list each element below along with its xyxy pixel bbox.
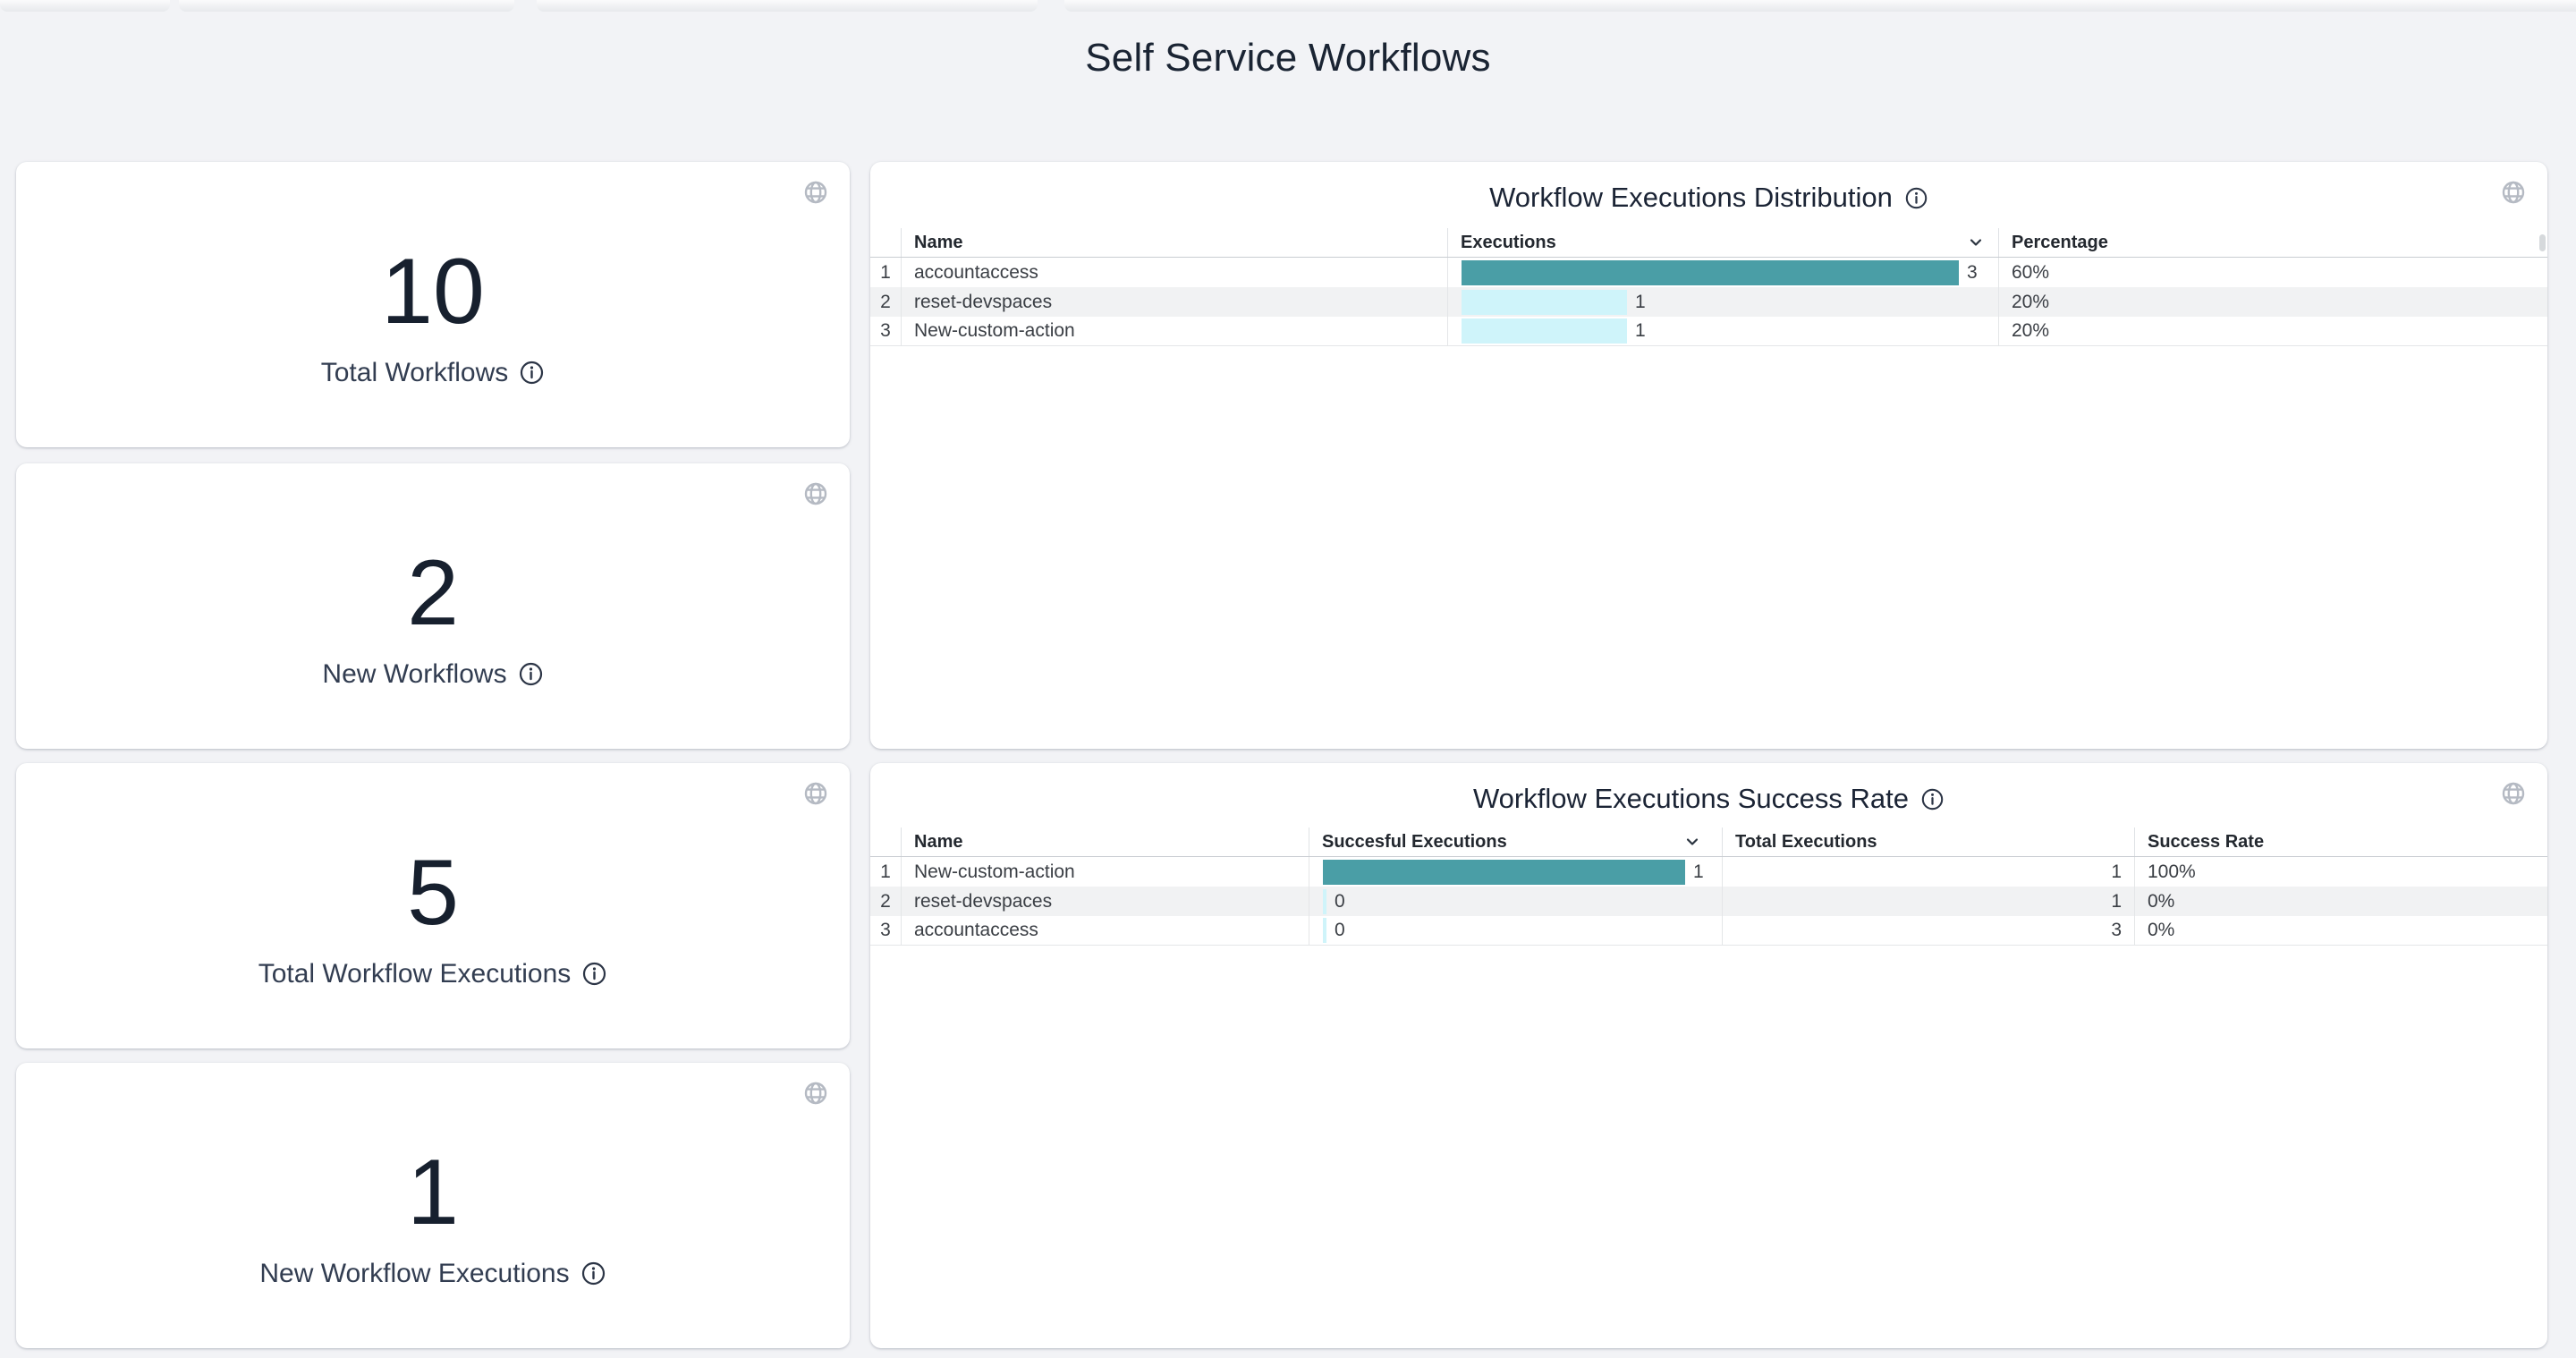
stat-card-new-workflows: 2 New Workflows xyxy=(16,463,850,749)
column-header-total-executions[interactable]: Total Executions xyxy=(1722,828,2134,856)
success-rate-value: 0% xyxy=(2134,887,2547,916)
percentage-value: 60% xyxy=(1998,258,2547,287)
successful-executions-bar xyxy=(1323,918,1326,943)
column-header-name[interactable]: Name xyxy=(901,828,1309,856)
column-header-successful-executions[interactable]: Succesful Executions xyxy=(1309,828,1722,856)
panel-title: Workflow Executions Success Rate xyxy=(1472,783,1909,814)
top-card-edge xyxy=(0,0,170,12)
percentage-value: 20% xyxy=(1998,287,2547,317)
column-header-success-rate[interactable]: Success Rate xyxy=(2134,828,2547,856)
table-header-row: Name Executions Percentage xyxy=(870,228,2547,258)
info-icon[interactable] xyxy=(580,1260,606,1286)
stat-label: New Workflows xyxy=(322,658,507,689)
success-rate-value: 0% xyxy=(2134,916,2547,945)
info-icon[interactable] xyxy=(1904,186,1928,210)
info-icon[interactable] xyxy=(1920,787,1945,811)
stat-label: Total Workflows xyxy=(320,357,509,387)
total-executions-value: 1 xyxy=(1722,857,2134,887)
top-card-edge xyxy=(1064,0,2576,12)
table-row: 3 accountaccess 0 3 0% xyxy=(870,916,2547,946)
top-card-edge xyxy=(537,0,1038,12)
panel-title: Workflow Executions Distribution xyxy=(1489,182,1893,213)
row-number: 2 xyxy=(880,291,891,312)
workflow-name: reset-devspaces xyxy=(901,287,1447,317)
workflow-name: New-custom-action xyxy=(901,857,1309,887)
stat-value: 2 xyxy=(407,540,459,645)
success-rate-value: 100% xyxy=(2134,857,2547,887)
executions-bar xyxy=(1462,289,1627,315)
stat-label: Total Workflow Executions xyxy=(258,958,572,989)
distribution-table: Name Executions Percentage 1 accountacce… xyxy=(870,228,2547,346)
row-number: 3 xyxy=(880,920,891,940)
table-row: 2 reset-devspaces 1 20% xyxy=(870,287,2547,317)
column-header-executions[interactable]: Executions xyxy=(1447,228,1998,257)
row-number-header xyxy=(870,228,901,257)
panel-executions-success-rate: Workflow Executions Success Rate Name Su… xyxy=(870,763,2547,1348)
row-number: 2 xyxy=(880,890,891,912)
sort-desc-icon xyxy=(1970,239,1982,246)
workflow-name: New-custom-action xyxy=(901,317,1447,345)
row-number: 3 xyxy=(880,320,891,341)
row-number: 1 xyxy=(880,861,891,882)
percentage-value: 20% xyxy=(1998,317,2547,345)
executions-value: 1 xyxy=(1635,320,1646,341)
executions-bar xyxy=(1462,318,1627,344)
info-icon[interactable] xyxy=(581,961,607,987)
successful-executions-bar xyxy=(1323,888,1326,914)
successful-executions-value: 0 xyxy=(1335,890,1345,912)
table-row: 1 accountaccess 3 60% xyxy=(870,258,2547,287)
row-number-header xyxy=(870,828,901,856)
table-row: 2 reset-devspaces 0 1 0% xyxy=(870,887,2547,916)
top-card-edge xyxy=(179,0,514,12)
total-executions-value: 3 xyxy=(1722,916,2134,945)
success-rate-table: Name Succesful Executions Total Executio… xyxy=(870,828,2547,946)
table-header-row: Name Succesful Executions Total Executio… xyxy=(870,828,2547,857)
successful-executions-bar xyxy=(1323,859,1685,885)
panel-executions-distribution: Workflow Executions Distribution Name Ex… xyxy=(870,162,2547,749)
table-row: 1 New-custom-action 1 1 100% xyxy=(870,857,2547,887)
table-row: 3 New-custom-action 1 20% xyxy=(870,317,2547,346)
executions-value: 3 xyxy=(1967,261,1978,283)
page-title: Self Service Workflows xyxy=(1085,36,1491,80)
workflow-name: reset-devspaces xyxy=(901,887,1309,916)
executions-value: 1 xyxy=(1635,291,1646,312)
workflow-name: accountaccess xyxy=(901,258,1447,287)
sort-desc-icon xyxy=(1686,838,1699,845)
info-icon[interactable] xyxy=(519,360,545,386)
workflow-name: accountaccess xyxy=(901,916,1309,945)
stat-card-total-workflow-executions: 5 Total Workflow Executions xyxy=(16,763,850,1048)
successful-executions-value: 1 xyxy=(1693,861,1704,882)
row-number: 1 xyxy=(880,261,891,283)
executions-bar xyxy=(1462,259,1959,285)
column-header-percentage[interactable]: Percentage xyxy=(1998,228,2547,257)
stat-value: 10 xyxy=(381,239,485,344)
stat-card-total-workflows: 10 Total Workflows xyxy=(16,162,850,447)
total-executions-value: 1 xyxy=(1722,887,2134,916)
column-header-name[interactable]: Name xyxy=(901,228,1447,257)
successful-executions-value: 0 xyxy=(1335,920,1345,940)
stat-card-new-workflow-executions: 1 New Workflow Executions xyxy=(16,1063,850,1348)
stat-label: New Workflow Executions xyxy=(259,1258,570,1288)
stat-value: 5 xyxy=(407,840,459,945)
stat-value: 1 xyxy=(407,1140,459,1244)
scrollbar-thumb[interactable] xyxy=(2539,234,2546,251)
info-icon[interactable] xyxy=(518,661,544,687)
